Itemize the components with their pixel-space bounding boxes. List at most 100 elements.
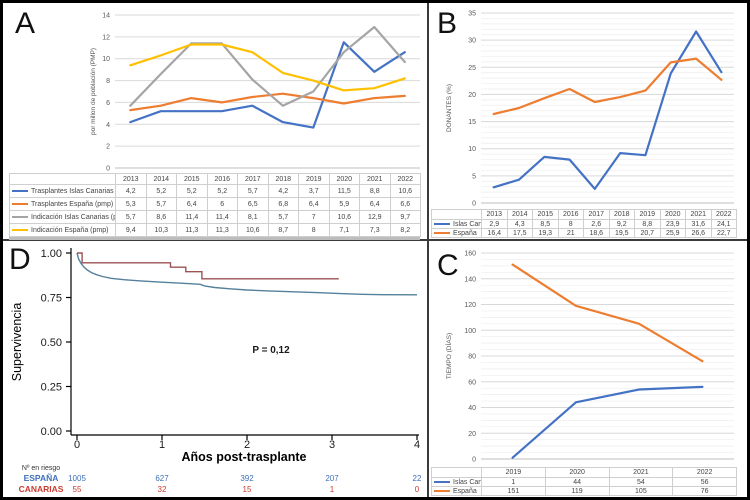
value-cell: 7,3 <box>359 223 391 237</box>
risk-count-value: 32 <box>158 485 167 494</box>
value-cell: 6,6 <box>389 197 421 211</box>
value-cell: 5,7 <box>115 210 147 224</box>
value-cell: 26,6 <box>685 228 712 238</box>
year-header-cell: 2013 <box>115 173 147 185</box>
year-header-cell: 2022 <box>672 467 737 478</box>
value-cell: 16,4 <box>481 228 508 238</box>
legend-line-swatch <box>12 228 28 231</box>
year-header-cell: 2019 <box>634 209 661 220</box>
value-cell: 11,3 <box>206 223 238 237</box>
y-tick-label: 40 <box>468 405 476 412</box>
risk-count-value: 207 <box>325 474 339 483</box>
risk-count-value: 1 <box>330 485 335 494</box>
value-cell: 5,7 <box>237 184 269 198</box>
y-axis-title: DONANTES (%) <box>446 84 453 132</box>
y-tick-label: 1.00 <box>41 248 62 260</box>
table-row: España 151 119 105 76 <box>431 486 737 496</box>
year-header-cell: 2016 <box>557 209 584 220</box>
y-tick-label: 25 <box>468 65 476 72</box>
value-cell: 12,9 <box>359 210 391 224</box>
value-cell: 1 <box>481 477 546 487</box>
survival-curve-0 <box>76 252 418 296</box>
y-tick-label: 20 <box>468 92 476 99</box>
risk-row-label: CANARIAS <box>19 484 64 494</box>
year-header-cell: 2020 <box>659 209 686 220</box>
value-cell: 11,4 <box>176 210 208 224</box>
risk-count-value: 1005 <box>68 474 86 483</box>
year-header-cell: 2015 <box>176 173 208 185</box>
y-tick-label: 60 <box>468 379 476 386</box>
series-line-2 <box>129 25 406 107</box>
series-line-0 <box>511 385 704 459</box>
year-header-row: 2013 2014 2015 2016 2017 2018 2019 2020 2021 2022 <box>431 209 737 220</box>
corner-cell <box>431 467 482 478</box>
value-cell: 44 <box>544 477 610 487</box>
p-value-annotation: P = 0,12 <box>252 345 290 356</box>
value-cell: 5,3 <box>115 197 147 211</box>
value-cell: 11,5 <box>328 184 360 198</box>
value-cell: 5,2 <box>206 184 238 198</box>
value-cell: 8,8 <box>359 184 391 198</box>
value-cell: 24,1 <box>710 219 737 229</box>
value-cell: 6,4 <box>298 197 330 211</box>
value-cell: 10,6 <box>237 223 269 237</box>
panel-b: B 0 5 10 15 20 25 30 35 DONANTES (%) 2013 2014 201… <box>429 3 747 239</box>
corner-cell <box>431 209 482 220</box>
value-cell: 10,3 <box>145 223 177 237</box>
table-row: Islas Canarias1445456 <box>431 477 737 487</box>
panel-d-survival-chart: 0.00 0.25 0.50 0.75 1.00 0 1 2 3 4 Supervivencia Añ… <box>10 248 422 494</box>
series-line-3 <box>129 43 406 92</box>
panel-b-line-chart: 0 5 10 15 20 25 30 35 DONANTES (%) <box>446 11 734 208</box>
year-header-cell: 2021 <box>608 467 674 478</box>
risk-count-value: 55 <box>73 485 82 494</box>
y-tick-label: 15 <box>468 119 476 126</box>
year-header-cell: 2017 <box>583 209 610 220</box>
panel-a-label: A <box>15 7 36 40</box>
y-tick-label: 0.50 <box>41 337 62 349</box>
value-cell: 8,2 <box>389 223 421 237</box>
panel-b-label: B <box>437 7 458 40</box>
value-cell: 2,9 <box>481 219 508 229</box>
value-cell: 6,8 <box>267 197 299 211</box>
y-tick-label: 5 <box>472 173 476 180</box>
value-cell: 4,2 <box>115 184 147 198</box>
value-cell: 10,6 <box>328 210 360 224</box>
value-cell: 151 <box>481 486 546 496</box>
legend-line-swatch <box>434 231 450 234</box>
panel-a-line-chart: 0 2 4 6 8 10 12 14 por millon de población (PMP) <box>90 13 420 173</box>
y-tick-label: 0 <box>106 166 110 173</box>
value-cell: 8,5 <box>532 219 559 229</box>
year-header-cell: 2022 <box>389 173 421 185</box>
legend-cell: Indicación España (pmp) <box>9 223 116 237</box>
year-header-cell: 2022 <box>710 209 737 220</box>
y-tick-label: 100 <box>464 328 476 335</box>
y-tick-label: 80 <box>468 354 476 361</box>
legend-cell: Trasplantes España (pmp) <box>9 197 116 211</box>
value-cell: 25,9 <box>659 228 686 238</box>
y-axis-title: TIEMPO (DÍAS) <box>444 333 453 379</box>
x-tick-label: 4 <box>414 439 420 451</box>
value-cell: 19,3 <box>532 228 559 238</box>
risk-count-value: 627 <box>155 474 169 483</box>
year-header-cell: 2020 <box>544 467 610 478</box>
legend-line-swatch <box>12 215 28 218</box>
panel-c-line-chart: 0 20 40 60 80 100 120 140 160 TIEMPO (DÍAS) <box>444 251 734 464</box>
panel-a: A 0 2 4 6 8 10 12 14 por millon de población (PM… <box>3 3 427 240</box>
series-line-1 <box>511 263 704 363</box>
value-cell: 6,4 <box>359 197 391 211</box>
y-axis-title: por millon de población (PMP) <box>90 48 97 135</box>
legend-line-swatch <box>434 480 450 483</box>
table-row: Trasplantes España (pmp) 5,3 5,7 6,4 6 6,5 6,8… <box>9 197 421 211</box>
corner-cell <box>9 173 116 185</box>
year-header-cell: 2021 <box>359 173 391 185</box>
legend-label: Islas Canarias <box>453 220 481 228</box>
year-header-cell: 2016 <box>206 173 238 185</box>
value-cell: 2,6 <box>583 219 610 229</box>
value-cell: 4,3 <box>506 219 533 229</box>
table-row: España 16,4 17,5 19,3 21 18,6 19,5 20,7 25,9 26,6… <box>431 228 737 238</box>
value-cell: 7,1 <box>328 223 360 237</box>
year-header-row: 2013 2014 2015 2016 2017 2018 2019 2020 2021 2022 <box>9 173 421 185</box>
panel-c: C 0 20 40 60 80 100 120 140 160 TIEMPO (DÍAS) 201… <box>429 241 747 497</box>
value-cell: 6 <box>206 197 238 211</box>
value-cell: 5,7 <box>267 210 299 224</box>
